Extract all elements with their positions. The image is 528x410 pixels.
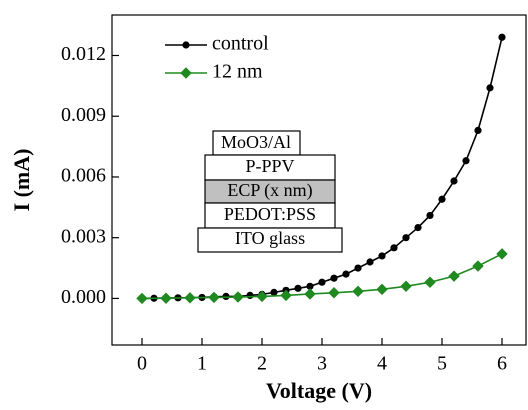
x-tick-label: 6 [497, 353, 507, 375]
layer-label: P-PPV [245, 156, 294, 176]
data-point [424, 276, 436, 288]
data-point [306, 282, 314, 290]
data-point [246, 291, 254, 299]
data-point [378, 252, 386, 260]
data-point [232, 291, 244, 303]
data-point [136, 292, 148, 305]
data-point [352, 285, 364, 298]
legend-label: control [212, 33, 269, 55]
data-point [208, 291, 220, 304]
data-point [426, 211, 434, 220]
layer-label: PEDOT:PSS [224, 204, 316, 224]
layer-label: ECP (x nm) [227, 180, 312, 201]
data-point [498, 33, 506, 41]
x-tick-label: 2 [257, 353, 267, 375]
y-tick-label: 0.009 [61, 104, 106, 126]
plot-frame [111, 14, 527, 346]
data-point [318, 278, 326, 286]
series-line [141, 253, 503, 300]
y-tick-label: 0.006 [61, 165, 106, 187]
data-point [438, 195, 446, 203]
data-point [414, 223, 422, 232]
data-point [462, 157, 470, 165]
data-point [400, 280, 412, 292]
data-point [366, 258, 374, 266]
x-tick-label: 0 [137, 353, 147, 375]
y-tick-label: 0.003 [61, 225, 106, 247]
data-point [280, 289, 292, 302]
data-point [182, 41, 190, 49]
data-point [328, 287, 340, 299]
data-point [342, 270, 350, 278]
data-point [160, 292, 172, 304]
data-point [448, 270, 460, 282]
data-point [376, 283, 388, 296]
layer [204, 202, 336, 229]
data-point [222, 292, 230, 301]
data-point [184, 292, 196, 304]
data-point [270, 288, 278, 296]
data-point [450, 177, 458, 185]
x-tick-label: 1 [197, 353, 207, 375]
x-tick-label: 5 [437, 353, 447, 375]
x-tick-label: 3 [317, 353, 327, 375]
data-point [496, 248, 508, 260]
data-point [354, 264, 362, 272]
y-tick-label: 0.012 [61, 43, 106, 65]
x-axis-label: Voltage (V) [266, 378, 372, 403]
legend-label: 12 nm [212, 61, 263, 83]
device-inset: MoO3/Al P-PPV ECP (x nm) PEDOT:PSS ITO g… [197, 130, 343, 253]
layer [197, 227, 343, 253]
data-point [256, 290, 268, 303]
data-point [304, 288, 316, 300]
data-point [294, 284, 302, 292]
data-point [402, 234, 410, 242]
data-point [486, 84, 494, 92]
data-point [472, 260, 484, 272]
data-point [390, 244, 398, 252]
data-point [180, 67, 192, 79]
layer-label: ITO glass [235, 228, 305, 248]
y-axis-label: I (mA) [9, 149, 34, 212]
x-tick-label: 4 [377, 353, 387, 375]
data-point [330, 274, 338, 282]
data-point [474, 126, 482, 134]
y-tick-label: 0.000 [61, 286, 106, 308]
layer-label: MoO3/Al [221, 132, 291, 152]
